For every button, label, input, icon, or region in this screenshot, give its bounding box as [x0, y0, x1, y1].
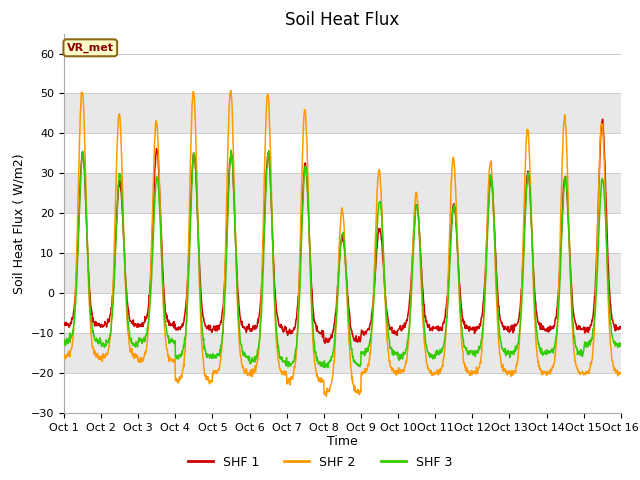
Bar	[64, 94, 621, 133]
Bar	[64, 333, 621, 373]
X-axis label: Time: Time	[327, 435, 358, 448]
Bar	[64, 253, 621, 293]
Legend: SHF 1, SHF 2, SHF 3: SHF 1, SHF 2, SHF 3	[183, 451, 457, 474]
Title: Soil Heat Flux: Soil Heat Flux	[285, 11, 399, 29]
Bar	[64, 173, 621, 213]
Y-axis label: Soil Heat Flux ( W/m2): Soil Heat Flux ( W/m2)	[12, 153, 25, 293]
Text: VR_met: VR_met	[67, 43, 114, 53]
